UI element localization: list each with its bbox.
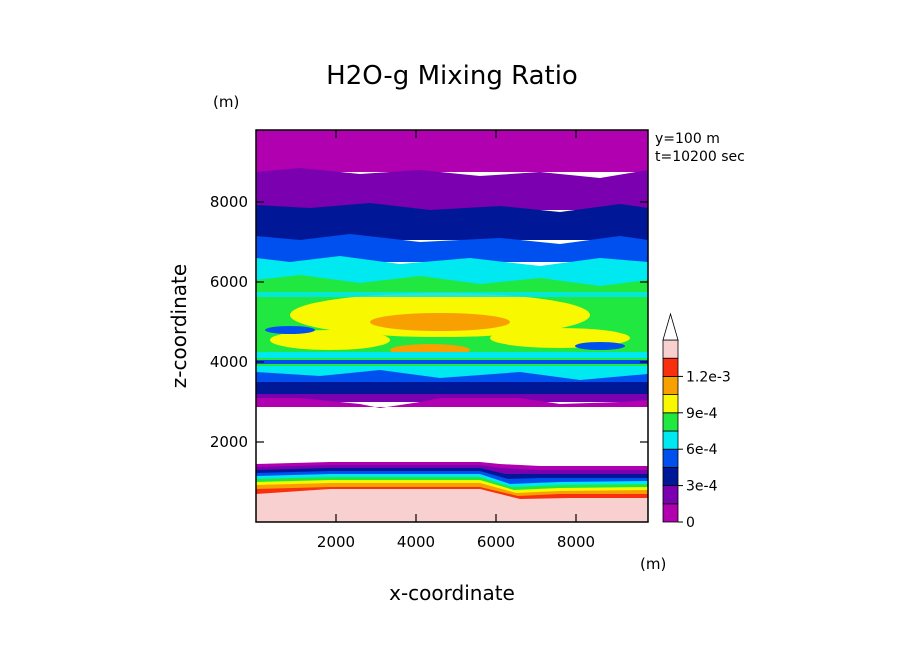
plot-frame (255, 129, 649, 523)
colorbar-swatch (662, 485, 679, 505)
colorbar-swatch (662, 466, 679, 486)
colorbar-swatch (662, 448, 679, 468)
contour-field (256, 130, 648, 522)
colorbar-swatch (662, 339, 679, 359)
x-tick-label: 8000 (557, 533, 595, 551)
colorbar: 0 3e-4 6e-4 9e-4 1.2e-3 (662, 312, 731, 531)
y-tick-label: 6000 (210, 273, 248, 291)
colorbar-swatch (662, 357, 679, 377)
colorbar-extend-arrow (662, 312, 679, 341)
colorbar-label: 0 (686, 515, 695, 531)
x-tick-label: 2000 (317, 533, 355, 551)
colorbar-label: 9e-4 (686, 406, 718, 422)
colorbar-label: 3e-4 (686, 479, 718, 495)
colorbar-label: 1.2e-3 (686, 369, 731, 385)
y-tick-label: 8000 (210, 193, 248, 211)
y-axis-label: z-coordinate (167, 264, 191, 388)
x-unit-label: (m) (640, 555, 666, 573)
colorbar-swatch (662, 394, 679, 414)
x-tick-label: 4000 (397, 533, 435, 551)
colorbar-swatch (662, 503, 679, 523)
chart-title: H2O-g Mixing Ratio (326, 61, 578, 91)
colorbar-swatch (662, 412, 679, 432)
colorbar-swatch (662, 375, 679, 395)
annotation-t: t=10200 sec (655, 149, 745, 165)
y-tick-label: 2000 (210, 433, 248, 451)
colorbar-label: 6e-4 (686, 442, 718, 458)
colorbar-swatch (662, 430, 679, 450)
x-tick-label: 6000 (477, 533, 515, 551)
y-unit-label: (m) (213, 93, 239, 111)
y-tick-label: 4000 (210, 353, 248, 371)
annotation-y: y=100 m (655, 131, 720, 147)
x-axis-label: x-coordinate (389, 581, 515, 605)
